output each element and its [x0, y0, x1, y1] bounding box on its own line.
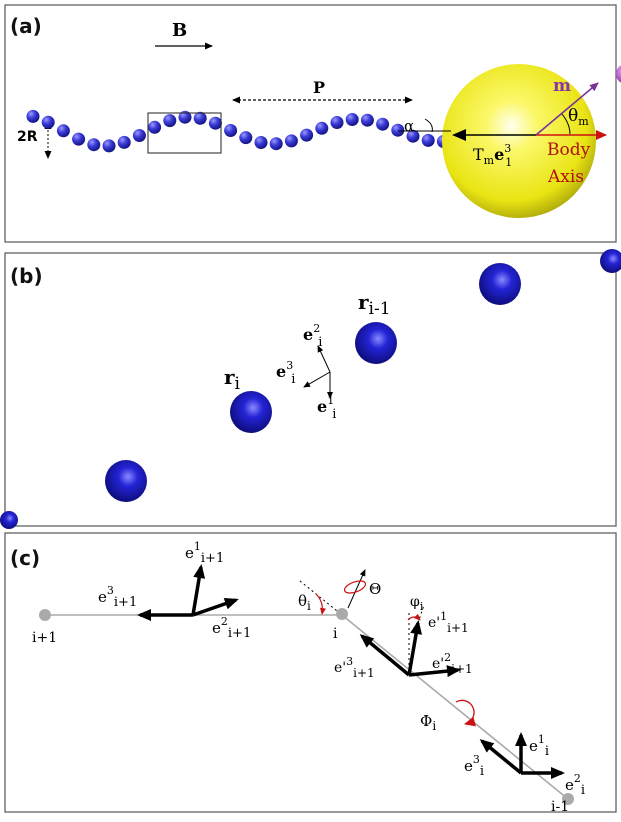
- e1-label: e1 i: [317, 394, 336, 422]
- bead-sphere-corner-bottom: [0, 511, 18, 529]
- panel-a: (a) B P 2R α Tme3 1 Body Axis m θm: [4, 4, 621, 243]
- node-i-minus-1-label: i-1: [551, 799, 569, 815]
- flagellum-bead-chain: [26, 109, 450, 153]
- backbone-segment-lower: [341, 614, 569, 800]
- torque-label: Tme3 1: [473, 142, 512, 169]
- node-i-plus-1-label: i+1: [32, 630, 57, 646]
- panel-b-label: (b): [10, 264, 43, 288]
- theta-label: θm: [568, 106, 589, 128]
- bead-sphere-corner-top: [600, 249, 621, 273]
- body-axis-label-line2: Axis: [547, 167, 584, 187]
- theta-rotation-axis: [347, 569, 366, 609]
- chain-bead: [193, 111, 207, 125]
- frame-next-e1-arrow: [191, 564, 206, 616]
- chain-bead: [360, 113, 374, 127]
- frame-i-e3-label: e3i: [464, 753, 484, 779]
- moment-arrow: [535, 82, 599, 136]
- chain-bead: [163, 114, 177, 128]
- node-i-label: i: [333, 626, 338, 642]
- chain-bead: [102, 139, 116, 153]
- bead-sphere-r-i: [230, 391, 272, 433]
- chain-bead: [239, 131, 253, 145]
- chain-bead: [254, 136, 268, 149]
- theta-arc: [561, 113, 571, 135]
- phi-tilt-line: [417, 604, 425, 624]
- chain-bead: [41, 115, 55, 129]
- chain-bead: [406, 129, 420, 143]
- panel-b-frame: [4, 252, 617, 527]
- frame-e3-arrow: [303, 371, 331, 388]
- frame-i-e3-arrow: [479, 739, 523, 775]
- panel-a-label: (a): [10, 14, 42, 38]
- theta-i-label: θi: [298, 592, 311, 613]
- panel-b: (b) ri-1 ri e2 i e3 i e1 i: [0, 249, 621, 529]
- frame-primed-e2-arrow: [408, 665, 461, 678]
- chain-bead: [178, 110, 192, 124]
- chain-bead: [421, 133, 435, 147]
- field-label: B: [172, 20, 187, 41]
- panel-c-label: (c): [10, 546, 40, 570]
- chain-bead: [269, 137, 283, 151]
- bead-sphere-r-prev: [355, 322, 397, 364]
- alpha-arc: [424, 118, 433, 133]
- chain-bead: [26, 109, 40, 123]
- e3-label: e3 i: [276, 359, 295, 387]
- e2-label: e2 i: [303, 322, 322, 350]
- phi-i-label: φi: [410, 594, 424, 613]
- phi-arc: [407, 613, 421, 621]
- primed-e1-label: e'1i+1: [428, 610, 469, 635]
- frame-i-e1-label: e1i: [529, 733, 549, 759]
- phi-rotation-loop: [455, 699, 476, 727]
- frame-next-e2-label: e2i+1: [212, 615, 251, 641]
- moment-label: m: [553, 76, 571, 96]
- bead-sphere-lower: [105, 460, 147, 502]
- theta-rotation-loop: [343, 580, 367, 594]
- bead-sphere-upper: [479, 263, 521, 305]
- chain-bead: [345, 113, 359, 126]
- frame-e2-arrow: [317, 345, 331, 373]
- node-i-minus-1: [562, 793, 574, 805]
- chain-bead: [376, 117, 390, 131]
- node-i: [336, 608, 348, 620]
- chain-bead: [87, 138, 101, 152]
- chain-bead: [132, 129, 146, 142]
- body-axis-label-line1: Body: [547, 140, 591, 160]
- capital-phi-label: Φi: [420, 712, 436, 733]
- radius-label: 2R: [17, 129, 38, 145]
- panel-c-frame: [4, 532, 617, 813]
- magnetic-head-sphere: [442, 64, 596, 218]
- detail-box: [147, 112, 222, 154]
- chain-bead: [300, 128, 314, 142]
- chain-bead: [224, 124, 238, 137]
- chain-bead: [72, 132, 86, 146]
- frame-i-e2-label: e2i: [565, 772, 585, 798]
- chain-bead: [284, 134, 298, 148]
- chain-bead: [330, 116, 344, 129]
- primed-e2-label: e'2i+1: [432, 651, 473, 676]
- panel-c: (c) i+1 i i-1 e1i+1 e3i+1 e2i+1 θi Θ φi: [4, 532, 617, 815]
- r-i-label: ri: [224, 365, 241, 394]
- frame-primed-e1-arrow: [407, 620, 423, 676]
- theta-i-arc: [315, 593, 326, 615]
- r-prev-label: ri-1: [358, 290, 391, 319]
- primed-e3-label: e'3i+1: [334, 655, 375, 680]
- frame-next-e1-label: e1i+1: [185, 540, 224, 566]
- chain-bead: [148, 120, 162, 134]
- chain-bead: [56, 124, 70, 138]
- pitch-label: P: [313, 78, 325, 97]
- frame-primed-e3-arrow: [359, 634, 411, 677]
- capital-theta-label: Θ: [369, 580, 381, 598]
- frame-next-e3-label: e3i+1: [98, 584, 137, 610]
- chain-bead: [391, 123, 405, 137]
- chain-bead: [117, 135, 131, 149]
- chain-bead: [315, 121, 329, 135]
- node-i-plus-1: [39, 609, 51, 621]
- frame-next-e2-arrow: [192, 597, 239, 617]
- moment-tip: [616, 65, 621, 83]
- alpha-label: α: [404, 117, 414, 135]
- chain-bead: [208, 116, 222, 130]
- extension-dotted-line: [299, 580, 343, 616]
